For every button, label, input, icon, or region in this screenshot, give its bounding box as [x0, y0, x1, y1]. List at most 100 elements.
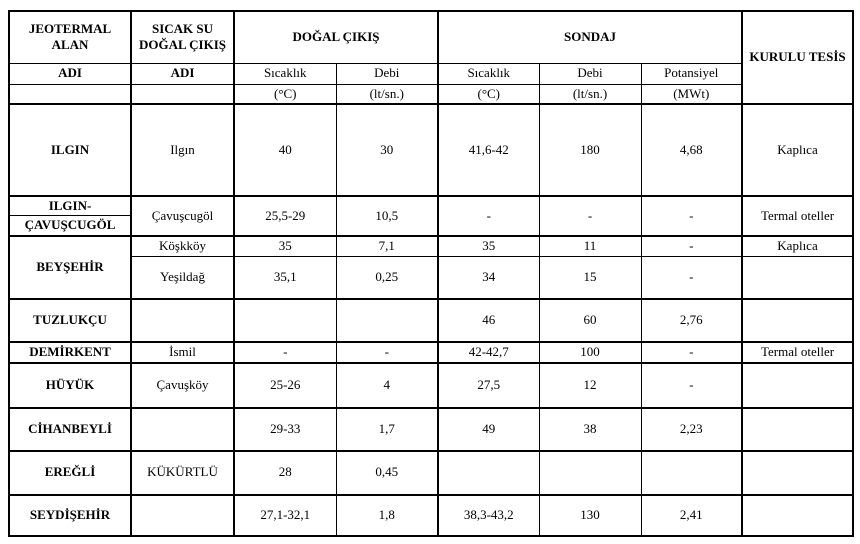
cell-sondaj-debi [538, 449, 642, 495]
cell-potansiyel: - [640, 194, 744, 236]
cell-area: DEMİRKENT [8, 340, 132, 363]
cell-kurulu-tesis [741, 449, 854, 495]
header-empty-1 [8, 83, 132, 105]
cell-kurulu-tesis: Termal oteller [741, 340, 854, 363]
cell-kurulu-tesis [741, 493, 854, 536]
cell-area: ILGIN [8, 102, 132, 197]
cell-sondaj-sicaklik: 46 [437, 297, 540, 342]
header-sondaj-debi: Debi [538, 62, 642, 85]
cell-sondaj-sicaklik [437, 449, 540, 495]
cell-adi: İsmil [130, 340, 235, 363]
table-row-demirkent: DEMİRKENT İsmil - - 42-42,7 100 - Termal… [8, 340, 854, 363]
cell-dogal-debi: 30 [335, 102, 439, 197]
unit-dogal-celsius: (°C) [233, 83, 337, 105]
cell-potansiyel [640, 449, 744, 495]
cell-sondaj-sicaklik: 42-42,7 [437, 340, 540, 363]
header-adi-jeotermal: ADI [8, 62, 132, 85]
header-dogal-debi: Debi [335, 62, 439, 85]
cell-dogal-debi: 10,5 [335, 194, 439, 236]
cell-adi [130, 493, 235, 536]
cell-adi [130, 297, 235, 342]
cell-area-line2: ÇAVUŞCUGÖL [8, 215, 132, 236]
cell-kurulu-tesis [741, 256, 854, 299]
cell-sondaj-debi: 60 [538, 297, 642, 342]
table-row-ilgin: ILGIN Ilgın 40 30 41,6-42 180 4,68 Kaplı… [8, 102, 854, 197]
header-dogal-sicaklik: Sıcaklık [233, 62, 337, 85]
cell-potansiyel: 2,76 [640, 297, 744, 342]
cell-sondaj-debi: 130 [538, 493, 642, 536]
cell-dogal-sicaklik: 25-26 [233, 361, 337, 408]
header-sicak-su-dogal-cikis: SICAK SU DOĞAL ÇIKIŞ [130, 10, 235, 64]
table-row-eregli: EREĞLİ KÜKÜRTLÜ 28 0,45 [8, 449, 854, 495]
cell-dogal-sicaklik: 25,5-29 [233, 194, 337, 236]
cell-adi: Ilgın [130, 102, 235, 197]
cell-area: HÜYÜK [8, 361, 132, 408]
unit-sondaj-lt-sn: (lt/sn.) [538, 83, 642, 105]
cell-sondaj-sicaklik: 49 [437, 406, 540, 451]
cell-sondaj-debi: 38 [538, 406, 642, 451]
cell-area: SEYDİŞEHİR [8, 493, 132, 536]
cell-kurulu-tesis: Termal oteller [741, 194, 854, 236]
cell-area: CİHANBEYLİ [8, 406, 132, 451]
header-adi-sicaksu: ADI [130, 62, 235, 85]
cell-kurulu-tesis [741, 361, 854, 408]
cell-sondaj-sicaklik: 35 [437, 234, 540, 257]
cell-dogal-debi: - [335, 340, 439, 363]
unit-sondaj-celsius: (°C) [437, 83, 540, 105]
table-row-cihanbeyli: CİHANBEYLİ 29-33 1,7 49 38 2,23 [8, 406, 854, 451]
cell-dogal-debi: 0,25 [335, 256, 439, 299]
table-row-beysehir-yesildag: Yeşildağ 35,1 0,25 34 15 - [9, 256, 854, 299]
cell-sondaj-debi: 12 [538, 361, 642, 408]
header-empty-2 [130, 83, 235, 105]
cell-dogal-sicaklik: 35 [233, 234, 337, 257]
cell-dogal-sicaklik: 29-33 [233, 406, 337, 451]
cell-area: EREĞLİ [8, 449, 132, 495]
cell-dogal-sicaklik: 27,1-32,1 [233, 493, 337, 536]
cell-dogal-sicaklik [233, 297, 337, 342]
cell-sondaj-sicaklik: 41,6-42 [437, 102, 540, 197]
cell-sondaj-debi: 100 [538, 340, 642, 363]
unit-mwt: (MWt) [640, 83, 744, 105]
cell-adi: Yeşildağ [130, 256, 235, 299]
header-jeotermal-alan: JEOTERMAL ALAN [8, 10, 132, 64]
cell-sondaj-sicaklik: 27,5 [437, 361, 540, 408]
cell-kurulu-tesis [741, 406, 854, 451]
cell-sondaj-sicaklik: 34 [437, 256, 540, 299]
cell-adi: Çavuşköy [130, 361, 235, 408]
cell-dogal-sicaklik: - [233, 340, 337, 363]
cell-adi: Köşkköy [130, 234, 235, 257]
cell-dogal-sicaklik: 35,1 [233, 256, 337, 299]
cell-potansiyel: - [640, 340, 744, 363]
cell-area: TUZLUKÇU [8, 297, 132, 342]
cell-sondaj-debi: 11 [538, 234, 642, 257]
geothermal-table: JEOTERMAL ALAN SICAK SU DOĞAL ÇIKIŞ DOĞA… [8, 10, 855, 537]
cell-potansiyel: 2,23 [640, 406, 744, 451]
cell-potansiyel: - [640, 256, 744, 299]
table-row-ilgin-cavuscugol-2: ÇAVUŞCUGÖL [8, 215, 853, 236]
cell-kurulu-tesis [741, 297, 854, 342]
table-row-tuzlukcu: TUZLUKÇU 46 60 2,76 [8, 297, 854, 342]
cell-dogal-sicaklik: 40 [233, 102, 337, 197]
table-row-beysehir-koskkoy: BEYŞEHİR Köşkköy 35 7,1 35 11 - Kaplıca [8, 234, 854, 299]
cell-sondaj-sicaklik: 38,3-43,2 [437, 493, 540, 536]
cell-dogal-sicaklik: 28 [233, 449, 337, 495]
cell-adi: Çavuşcugöl [130, 194, 235, 236]
table-row-ilgin-cavuscugol: ILGIN- Çavuşcugöl 25,5-29 10,5 - - - Ter… [8, 194, 854, 236]
cell-dogal-debi: 4 [335, 361, 439, 408]
cell-kurulu-tesis: Kaplıca [741, 234, 854, 257]
table-row-seydisehir: SEYDİŞEHİR 27,1-32,1 1,8 38,3-43,2 130 2… [8, 493, 854, 536]
header-potansiyel: Potansiyel [640, 62, 744, 85]
header-kurulu-tesis: KURULU TESİS [741, 10, 854, 105]
cell-potansiyel: 2,41 [640, 493, 744, 536]
cell-adi: KÜKÜRTLÜ [130, 449, 235, 495]
cell-sondaj-debi: 15 [538, 256, 642, 299]
cell-sondaj-debi: 180 [538, 102, 642, 197]
cell-potansiyel: 4,68 [640, 102, 744, 197]
cell-dogal-debi: 7,1 [335, 234, 439, 257]
cell-area: BEYŞEHİR [8, 234, 132, 299]
cell-dogal-debi: 1,7 [335, 406, 439, 451]
cell-potansiyel: - [640, 234, 744, 257]
cell-adi [130, 406, 235, 451]
header-sondaj-sicaklik: Sıcaklık [437, 62, 540, 85]
unit-dogal-lt-sn: (lt/sn.) [335, 83, 439, 105]
